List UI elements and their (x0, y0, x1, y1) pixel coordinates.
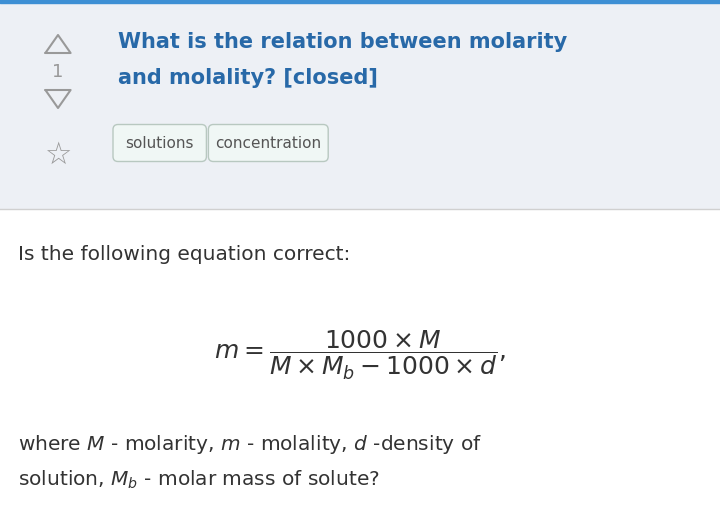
Text: solution, $M_b$ - molar mass of solute?: solution, $M_b$ - molar mass of solute? (18, 469, 379, 491)
Text: 1: 1 (53, 63, 63, 81)
Text: concentration: concentration (215, 135, 321, 151)
Text: where $M$ - molarity, $m$ - molality, $d$ -density of: where $M$ - molarity, $m$ - molality, $d… (18, 434, 482, 457)
Text: solutions: solutions (125, 135, 194, 151)
Text: What is the relation between molarity: What is the relation between molarity (118, 32, 567, 52)
Text: Is the following equation correct:: Is the following equation correct: (18, 246, 351, 265)
FancyBboxPatch shape (113, 124, 207, 162)
Text: and molality? [closed]: and molality? [closed] (118, 68, 378, 88)
FancyBboxPatch shape (0, 4, 720, 209)
Text: ☆: ☆ (45, 141, 72, 170)
Text: $m = \dfrac{1000 \times M}{M \times M_b - 1000 \times d},$: $m = \dfrac{1000 \times M}{M \times M_b … (214, 329, 506, 382)
FancyBboxPatch shape (208, 124, 328, 162)
